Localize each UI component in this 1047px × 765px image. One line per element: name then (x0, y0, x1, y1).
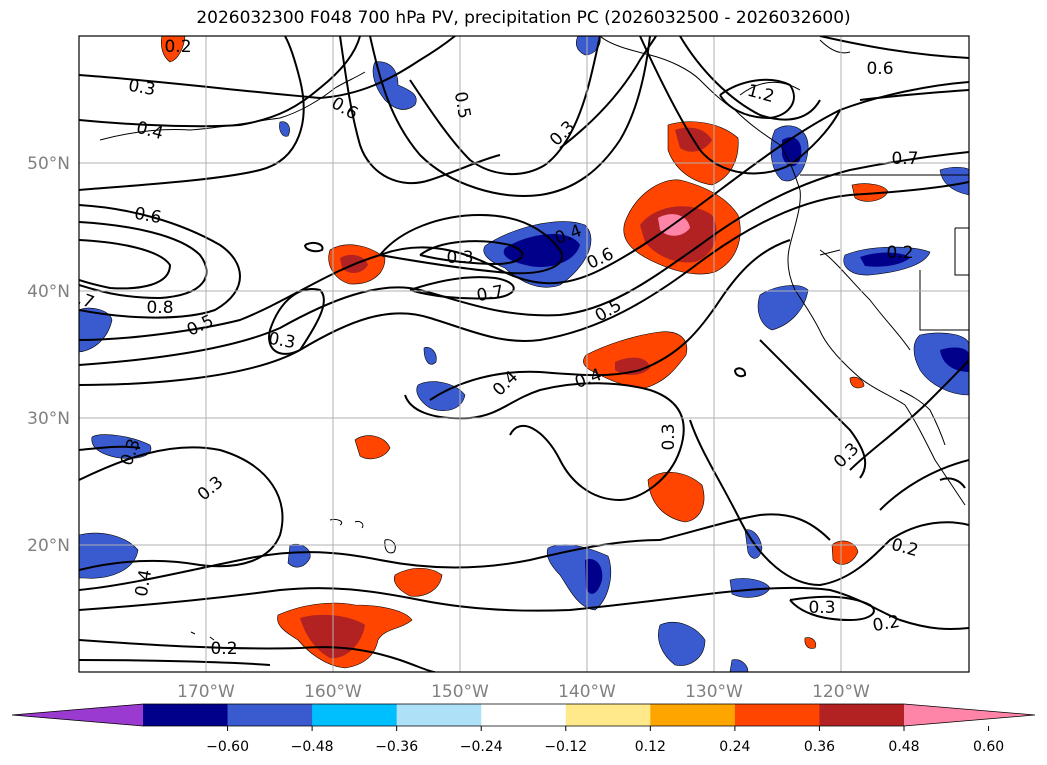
colorbar-tick-label: 0.60 (973, 739, 1004, 755)
map-panel: 0.30.40.60.80.50.3.70.30.40.60.70.50.40.… (79, 36, 969, 672)
precip-neg-area (416, 381, 466, 411)
colorbar-tick-label: 0.36 (804, 739, 835, 755)
lon-label: 170°W (177, 682, 235, 702)
colorbar-swatch (650, 704, 736, 726)
contour-label: 0.4 (132, 568, 156, 598)
contour-label: 0.2 (210, 639, 237, 659)
contour-label: 0.3 (659, 423, 679, 450)
lon-label: 140°W (558, 682, 616, 702)
colorbar-swatch (565, 704, 651, 726)
colorbar: −0.60 −0.48 −0.36 −0.24 −0.12 0.12 0.24 0.36 0.4… (11, 703, 1036, 755)
colorbar-swatch (312, 704, 398, 726)
colorbar-tick-label: 0.12 (635, 739, 666, 755)
lat-label: 30°N (27, 409, 70, 429)
precip-neg-area (423, 347, 437, 365)
precip-neg-area (585, 559, 603, 594)
precip-neg-area (658, 621, 706, 666)
precip-pos-area (393, 567, 443, 597)
precip-pos-area (615, 357, 650, 375)
contour-label: 0.3 (446, 248, 473, 268)
gridlines (79, 36, 969, 672)
lat-label: 20°N (27, 536, 70, 556)
colorbar-tick-label: −0.48 (291, 739, 334, 755)
map-border (78, 35, 970, 673)
precip-neg-area (939, 166, 969, 196)
contour-label: 0.6 (133, 204, 163, 228)
colorbar-swatch (734, 704, 820, 726)
contour-label: 0.6 (866, 59, 893, 79)
lon-label: 120°W (812, 682, 870, 702)
colorbar-swatch (396, 704, 482, 726)
contour-label: 0.7 (475, 282, 505, 306)
map-title: 2026032300 F048 700 hPa PV, precipitatio… (196, 8, 851, 28)
precip-neg-area (79, 307, 113, 353)
precip-neg-area (782, 137, 802, 167)
colorbar-tick-label: 0.24 (719, 739, 750, 755)
colorbar-tick-label: −0.36 (375, 739, 418, 755)
contour-label: 0.2 (871, 612, 901, 636)
contour-label: 0.2 (164, 37, 191, 57)
precip-pos-area (160, 36, 186, 63)
coastlines (99, 36, 969, 641)
precip-neg-area (279, 121, 290, 137)
lon-labels: 170°W 160°W 150°W 140°W 130°W 120°W (177, 682, 870, 702)
pv-contours (79, 36, 969, 672)
lat-label: 50°N (27, 154, 70, 174)
contour-label: 0.3 (808, 598, 835, 618)
colorbar-tick-label: −0.12 (544, 739, 587, 755)
colorbar-tick-label: −0.60 (206, 739, 249, 755)
colorbar-extend-min (12, 704, 143, 726)
contour-labels: 0.30.40.60.80.50.3.70.30.40.60.70.50.40.… (79, 37, 920, 659)
colorbar-swatch (227, 704, 313, 726)
lat-labels: 50°N 40°N 30°N 20°N (27, 154, 70, 556)
precip-neg-area (860, 252, 910, 267)
precip-neg-area (940, 347, 969, 372)
precip-pos-area (354, 435, 391, 460)
lat-label: 40°N (27, 282, 70, 302)
precip-neg-area (372, 61, 417, 110)
lon-label: 150°W (431, 682, 489, 702)
contour-label: 0.8 (146, 298, 173, 318)
colorbar-swatch (143, 704, 229, 726)
colorbar-tick-label: −0.24 (460, 739, 503, 755)
precip-neg-area (729, 659, 749, 672)
lon-label: 130°W (685, 682, 743, 702)
contour-label: 0.3 (267, 329, 297, 353)
colorbar-swatch (819, 704, 905, 726)
contour-label: 0.3 (127, 76, 157, 100)
contour-label: 0.7 (891, 149, 918, 169)
contour-label: 0.2 (886, 243, 913, 263)
lon-label: 160°W (304, 682, 362, 702)
colorbar-outline (11, 703, 1036, 727)
precip-pos-area (849, 376, 865, 389)
contour-label: 0.5 (450, 90, 474, 120)
precip-neg-area (575, 36, 601, 56)
colorbar-swatch (481, 704, 567, 726)
precip-pos-area (804, 637, 817, 649)
precip-pos-area (647, 471, 705, 523)
colorbar-tick-label: 0.48 (888, 739, 919, 755)
colorbar-extend-max (904, 704, 1035, 726)
precip-neg-area (757, 285, 809, 331)
